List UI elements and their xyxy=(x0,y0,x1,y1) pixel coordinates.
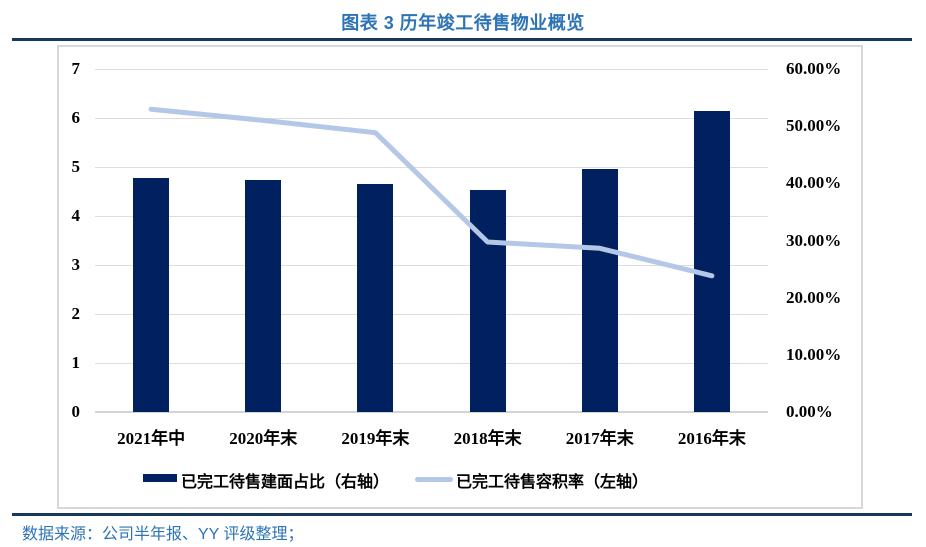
y-axis-left-tick-label: 7 xyxy=(71,59,81,78)
gridline xyxy=(95,265,768,266)
y-axis-left-tick-label: 6 xyxy=(71,108,81,127)
x-axis-line xyxy=(95,411,768,413)
x-axis-category-label: 2021年中 xyxy=(117,429,186,448)
y-axis-right-tick-label: 60.00% xyxy=(786,59,842,78)
x-axis-category-label: 2016年末 xyxy=(677,429,746,448)
footer-divider-rule xyxy=(12,513,912,516)
data-source-note: 数据来源：公司半年报、YY 评级整理； xyxy=(22,526,304,543)
gridline xyxy=(95,216,768,217)
y-axis-left-tick-label: 3 xyxy=(71,255,81,274)
bar-completed-unsold-gfa-share xyxy=(469,190,506,412)
x-axis-category-label: 2019年末 xyxy=(341,429,410,448)
y-axis-right-tick-label: 10.00% xyxy=(786,344,842,364)
y-axis-right-tick-label: 0.00% xyxy=(786,402,833,421)
bar-completed-unsold-gfa-share xyxy=(581,169,618,412)
legend-swatch-bar xyxy=(143,474,177,482)
y-axis-left-tick-label: 2 xyxy=(71,304,81,323)
legend-label-bar-series: 已完工待售建面占比（右轴） xyxy=(181,474,390,491)
y-axis-right-tick-label: 50.00% xyxy=(786,116,842,136)
y-axis-right-tick-label: 30.00% xyxy=(786,230,842,250)
y-axis-left-tick-label: 1 xyxy=(71,353,81,372)
x-axis-category-label: 2018年末 xyxy=(453,429,522,448)
bar-completed-unsold-gfa-share xyxy=(245,180,282,412)
bar-completed-unsold-gfa-share xyxy=(357,183,394,412)
y-axis-right-tick-label: 20.00% xyxy=(786,287,842,307)
title-divider-rule xyxy=(12,38,912,41)
gridline xyxy=(95,314,768,315)
gridline xyxy=(95,118,768,119)
y-axis-left-tick-label: 4 xyxy=(71,206,81,225)
chart-title: 图表 3 历年竣工待售物业概览 xyxy=(341,13,585,33)
y-axis-left-tick-label: 5 xyxy=(71,157,81,176)
gridline xyxy=(95,69,768,70)
x-axis-category-label: 2017年末 xyxy=(565,429,634,448)
bar-completed-unsold-gfa-share xyxy=(133,177,170,412)
gridline xyxy=(95,363,768,364)
x-axis-category-label: 2020年末 xyxy=(229,429,298,448)
bar-completed-unsold-gfa-share xyxy=(693,110,730,412)
legend-swatch-line xyxy=(415,477,453,482)
legend-label-line-series: 已完工待售容积率（左轴） xyxy=(456,474,649,491)
y-axis-left-tick-label: 0 xyxy=(71,402,81,421)
y-axis-right-tick-label: 40.00% xyxy=(786,173,842,193)
gridline xyxy=(95,167,768,168)
